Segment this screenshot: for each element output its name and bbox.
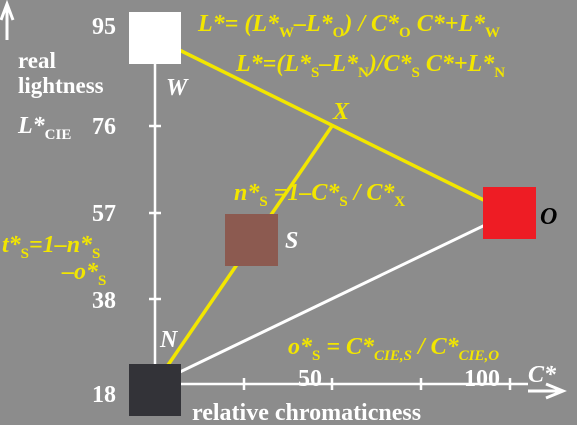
point-label-O: O xyxy=(540,204,557,230)
y-tick-label-95: 95 xyxy=(92,14,116,40)
y-axis-label-line2: lightness xyxy=(18,73,104,98)
line-W-O xyxy=(154,36,511,215)
point-label-X: X xyxy=(332,99,350,125)
equation-whiteness-line2: –o*S xyxy=(61,259,106,289)
point-label-W: W xyxy=(166,75,189,101)
patch-O xyxy=(483,187,536,239)
x-ticks xyxy=(242,378,512,390)
point-label-N: N xyxy=(159,327,179,353)
patch-W xyxy=(129,12,181,64)
y-tick-label-38: 38 xyxy=(92,288,116,314)
patch-S xyxy=(225,214,278,266)
equation-W-O-line: L*= (L*W–L*O) / C*O C*+L*W xyxy=(197,11,500,41)
x-axis-arrowhead xyxy=(545,382,567,400)
y-axis-symbol-sub: CIE xyxy=(45,127,72,143)
y-tick-label-76: 76 xyxy=(92,114,116,140)
equation-blackness: n*S =1–C*S / C*X xyxy=(234,180,405,210)
y-tick-label-18: 18 xyxy=(92,382,116,408)
x-tick-label-100: 100 xyxy=(464,366,500,392)
equation-N-S-line: L*=(L*S–L*N)/C*S C*+L*N xyxy=(235,51,505,81)
y-axis-arrowhead xyxy=(0,0,15,21)
equation-whiteness-line1: t*S=1–n*S xyxy=(2,232,100,262)
x-tick-label-50: 50 xyxy=(298,366,322,392)
y-ticks xyxy=(149,124,161,301)
x-axis-label: relative chromaticness xyxy=(192,400,421,425)
x-axis-symbol: C* xyxy=(528,362,557,388)
point-label-S: S xyxy=(285,228,298,254)
y-tick-label-57: 57 xyxy=(92,201,116,227)
equation-chromaticness: o*S = C*CIE,S / C*CIE,O xyxy=(288,334,499,364)
patch-N xyxy=(129,364,181,416)
line-N-O xyxy=(154,211,511,386)
y-axis-symbol: L*CIE xyxy=(17,113,71,143)
y-axis-label-line1: real xyxy=(18,48,56,73)
